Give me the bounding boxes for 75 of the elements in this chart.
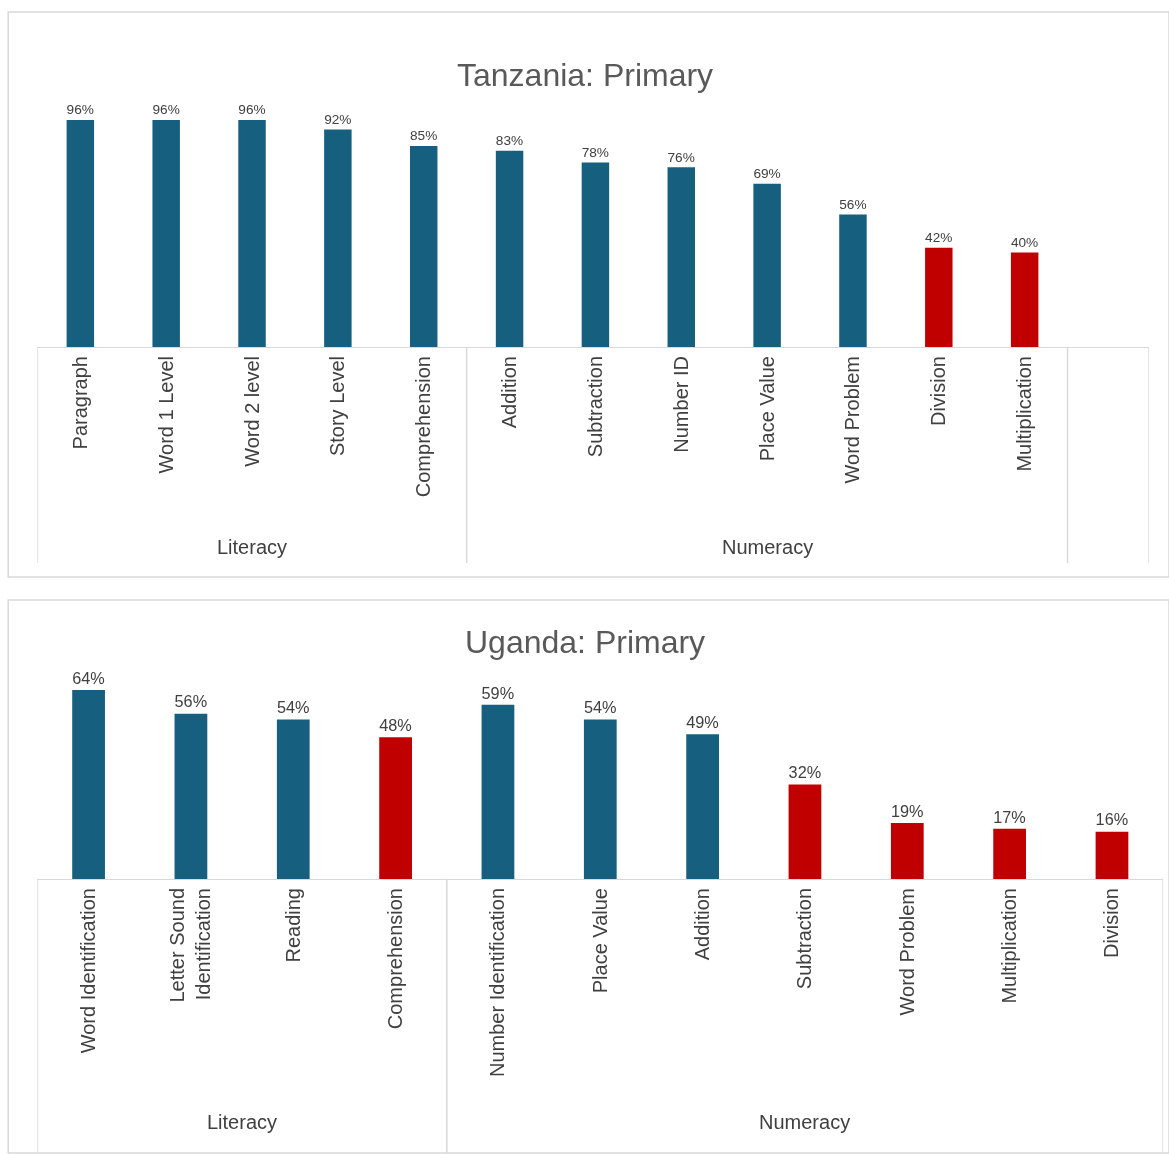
data-label: 56% (839, 196, 867, 212)
x-tick-label: Place Value (755, 356, 778, 462)
chart-title: Tanzania: Primary (457, 57, 714, 93)
bar (753, 183, 781, 347)
data-label: 16% (1095, 810, 1129, 829)
x-tick-label: Place Value (588, 888, 611, 994)
data-label: 92% (324, 111, 352, 127)
bar (238, 120, 266, 347)
bar (583, 719, 617, 879)
data-label: 76% (667, 149, 695, 165)
bar (276, 719, 310, 879)
data-label: 40% (1010, 234, 1039, 250)
bar (581, 162, 610, 347)
bar (174, 713, 208, 879)
chart-title: Uganda: Primary (465, 624, 706, 660)
data-label: 17% (993, 807, 1026, 826)
x-tick-label: Letter Sound Identification (166, 888, 215, 1003)
x-tick-label: Multiplication (998, 888, 1021, 1004)
text: Numeracy (759, 1111, 851, 1133)
bar (379, 737, 412, 879)
bar (1095, 831, 1129, 879)
x-tick-label: Addition (691, 888, 714, 961)
bar (686, 734, 719, 879)
data-label: 96% (66, 102, 94, 118)
data-label: 78% (581, 144, 609, 160)
bar (890, 822, 924, 879)
x-tick-label: Number Identification (486, 888, 509, 1077)
x-tick-label: Word 2 level (240, 356, 263, 467)
x-tick-label: Word Problem (895, 888, 918, 1016)
x-tick-label: Division (927, 356, 950, 427)
data-label: 42% (925, 229, 953, 245)
bar (481, 704, 515, 879)
data-label: 59% (481, 683, 515, 702)
text: Literacy (217, 536, 288, 558)
text: Numeracy (722, 536, 814, 558)
x-tick-label: Subtraction (793, 888, 816, 990)
x-tick-label: Subtraction (583, 356, 606, 458)
data-label: 64% (72, 668, 105, 687)
bar (839, 214, 867, 347)
x-tick-label: Word 1 Level (154, 356, 177, 474)
bar (788, 784, 822, 879)
x-tick-label: Word Problem (841, 356, 864, 484)
bar (152, 120, 180, 347)
bar (72, 690, 105, 879)
data-label: 54% (583, 698, 617, 717)
data-label: 96% (238, 102, 266, 118)
x-tick-label: Reading (281, 888, 304, 963)
x-tick-label: Addition (498, 356, 521, 429)
data-label: 83% (495, 133, 524, 149)
data-label: 96% (152, 102, 180, 118)
x-tick-label: Comprehension (384, 888, 407, 1030)
x-tick-label: Word Identification (77, 888, 100, 1054)
bar (1010, 252, 1039, 347)
x-tick-label: Story Level (326, 356, 349, 457)
bar (324, 129, 352, 347)
bar (409, 146, 438, 347)
bar (667, 167, 695, 347)
data-label: 85% (409, 128, 438, 144)
text: Literacy (207, 1111, 278, 1133)
data-label: 56% (174, 692, 208, 711)
data-label: 54% (276, 698, 310, 717)
data-label: 49% (686, 713, 719, 732)
bar (495, 150, 524, 347)
data-label: 69% (753, 166, 781, 182)
bar (925, 247, 953, 347)
x-tick-label: Paragraph (68, 356, 91, 450)
x-tick-label: Number ID (669, 356, 692, 453)
bar (66, 120, 95, 347)
x-tick-label: Division (1100, 888, 1123, 959)
x-tick-label: Multiplication (1013, 356, 1036, 472)
x-tick-label: Comprehension (412, 356, 435, 498)
data-label: 48% (379, 715, 412, 734)
data-label: 19% (890, 801, 924, 820)
data-label: 32% (788, 763, 822, 782)
bar (993, 828, 1027, 879)
